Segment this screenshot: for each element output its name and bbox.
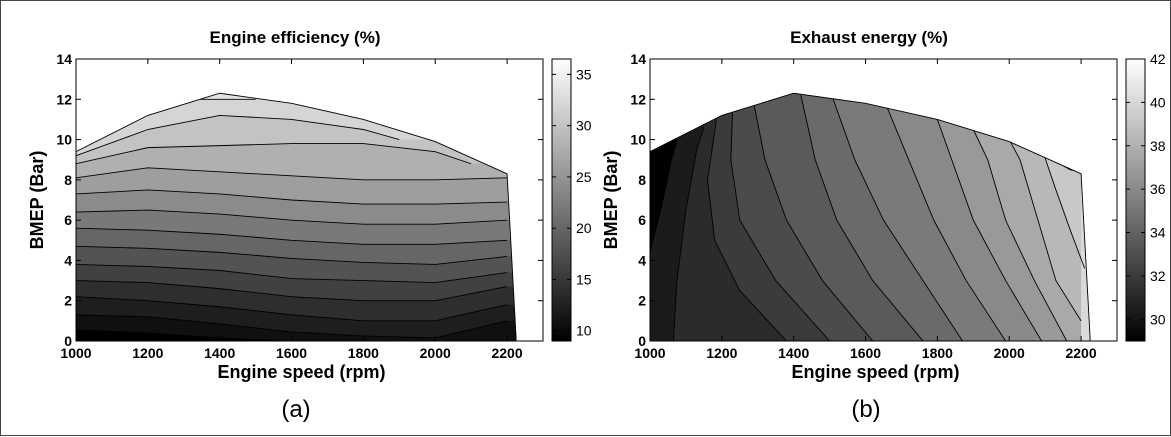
colorbar: 10 15 20 25 30 35 [551,58,592,342]
contour-line [936,119,1042,341]
x-tick-label: 2200 [1065,345,1096,361]
x-tick-label: 2000 [420,345,451,361]
panel-caption: (a) [281,396,310,423]
contour-fills [650,93,1091,341]
colorbar-tick-label: 25 [576,169,592,185]
y-tick-label: 2 [64,293,72,309]
colorbar-tick-label: 32 [1150,268,1166,284]
colorbar-tick-label: 38 [1150,138,1166,154]
contour-line [76,264,508,284]
contour-line [76,167,508,181]
y-tick-label: 6 [64,212,72,228]
x-tick-label: 1600 [276,345,307,361]
contour-line [1008,139,1082,322]
contour-line [672,127,705,341]
colorbar: 30 32 34 36 38 40 42 [1125,51,1166,342]
x-tick-label: 1400 [204,345,235,361]
contour-line [730,111,830,341]
colorbar-tick-label: 34 [1150,225,1166,241]
chart-title: Exhaust energy (%) [790,28,948,47]
contour-line [76,329,292,341]
y-tick-label: 6 [638,212,646,228]
contour-lines [650,95,1086,341]
contour-line [650,141,678,253]
y-tick-label: 14 [56,51,72,67]
colorbar-strip [551,58,572,342]
contour-line [76,114,400,157]
colorbar-tick-label: 10 [576,323,592,339]
contour-line [76,245,508,265]
contour-line [1041,147,1086,269]
x-tick-label: 1800 [348,345,379,361]
y-tick-label: 10 [56,132,72,148]
panel-caption: (b) [851,396,880,423]
x-tick-label: 1800 [922,345,953,361]
x-tick-label: 1600 [850,345,881,361]
y-tick-label: 2 [638,293,646,309]
contour-line [832,99,963,341]
y-tick-label: 0 [64,333,72,349]
chart-title: Engine efficiency (%) [210,28,381,47]
y-tick-label: 12 [56,91,72,107]
boundary-outline [75,92,517,342]
colorbar-tick-label: 15 [576,271,592,287]
x-tick-label: 2000 [994,345,1025,361]
contour-lines [76,98,508,341]
x-axis-label: Engine speed (rpm) [217,362,385,382]
boundary-outline [649,92,1091,342]
axes-frame [649,58,1118,342]
y-tick-label: 10 [630,132,646,148]
y-tick-label: 8 [64,172,72,188]
colorbar-tick-label: 40 [1150,94,1166,110]
contour-line [972,129,1068,341]
colorbar-tick-label: 36 [1150,181,1166,197]
contour-line [886,107,1007,341]
y-tick-label: 8 [638,172,646,188]
y-tick-label: 0 [638,333,646,349]
contour-line [800,95,924,341]
x-tick-label: 2200 [491,345,522,361]
colorbar-strip [1125,58,1146,342]
x-tick-label: 1000 [634,345,665,361]
chart-panel-1: 1000 1200 1400 1600 1800 2000 2200 0 2 4 6 8 10 12 14 E… [27,28,592,423]
contour-line [76,209,508,225]
colorbar-tick-label: 30 [1150,311,1166,327]
colorbar-tick-label: 30 [576,118,592,134]
colorbar-tick-label: 42 [1150,51,1166,67]
contour-line [76,296,508,322]
contour-line [753,105,874,341]
x-tick-label: 1400 [778,345,809,361]
colorbar-tick-label: 20 [576,220,592,236]
chart-panel-2: 1000 1200 1400 1600 1800 2000 2200 0 2 4 6 8 10 12 14 E… [601,28,1166,423]
contour-line [76,280,508,302]
x-axis-label: Engine speed (rpm) [791,362,959,382]
contour-line [76,143,472,165]
contour-line [76,189,508,205]
y-axis-label: BMEP (Bar) [601,151,621,250]
x-tick-label: 1000 [60,345,91,361]
y-tick-label: 12 [630,91,646,107]
contour-line [76,227,508,245]
x-tick-label: 1200 [132,345,163,361]
y-tick-label: 14 [630,51,646,67]
axes-frame [75,58,544,342]
y-tick-label: 4 [64,252,72,268]
colorbar-tick-label: 35 [576,66,592,82]
x-tick-label: 1200 [706,345,737,361]
contour-line [707,119,787,341]
y-axis-label: BMEP (Bar) [27,151,47,250]
y-tick-label: 4 [638,252,646,268]
